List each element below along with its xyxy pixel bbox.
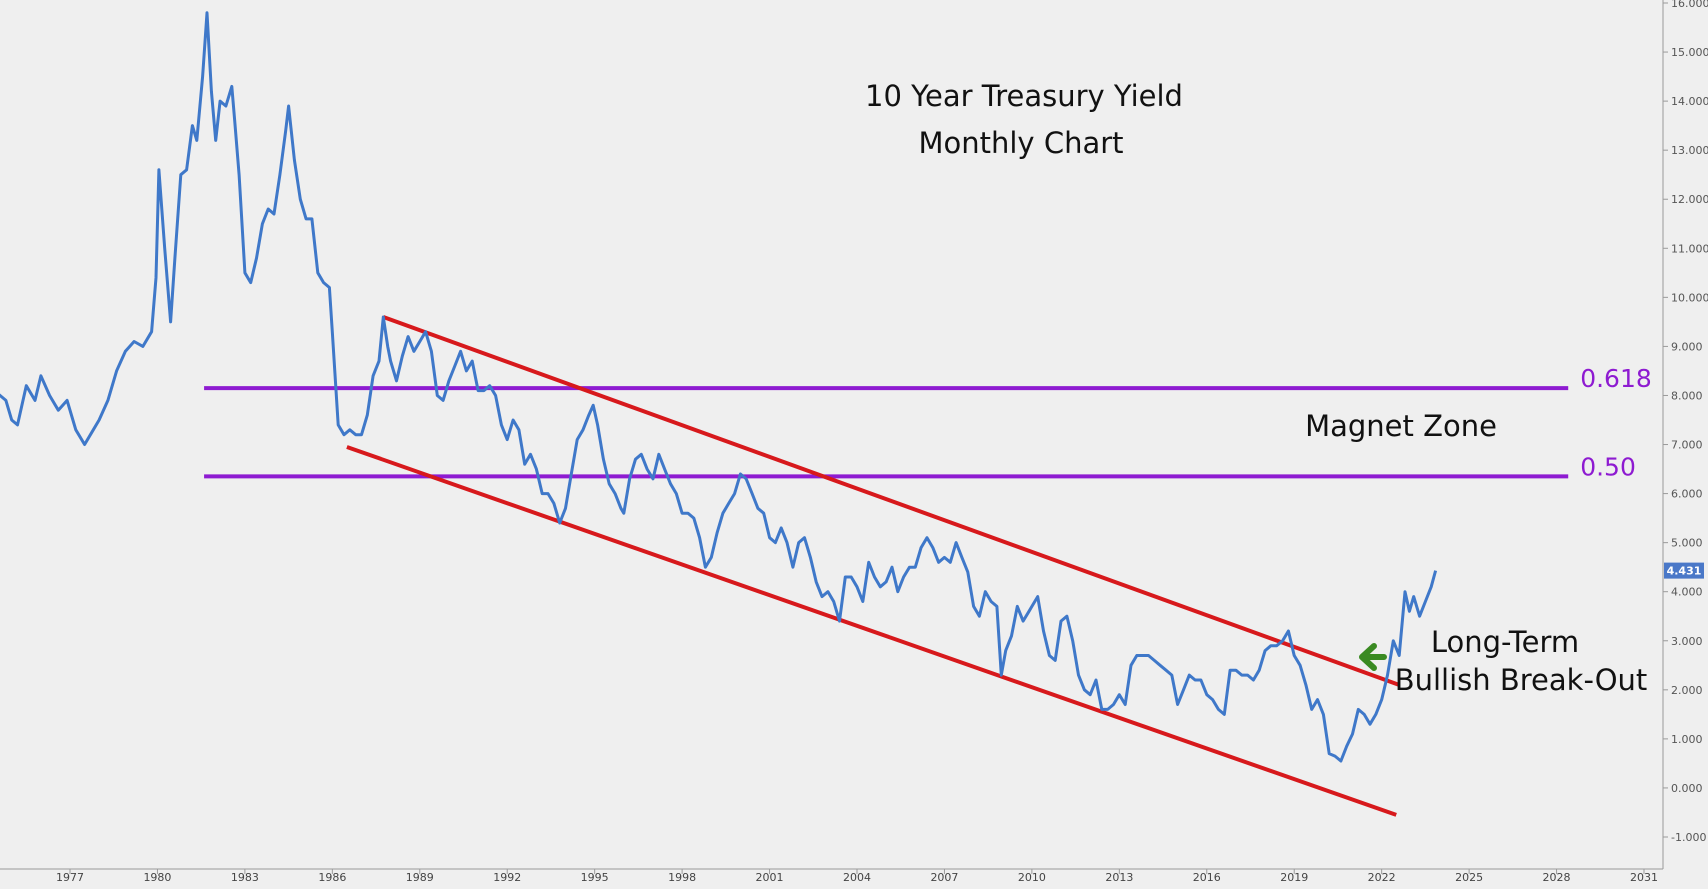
x-tick-label: 2004 [843, 871, 871, 884]
y-tick-label: 15.000 [1671, 46, 1708, 59]
y-tick-label: 1.000 [1671, 733, 1703, 746]
y-tick-label: 3.000 [1671, 635, 1703, 648]
channel-upper-line [382, 315, 1400, 687]
chart-subtitle: Monthly Chart [918, 126, 1123, 160]
fib-level-label: 0.618 [1580, 364, 1652, 393]
x-tick-label: 2016 [1193, 871, 1221, 884]
last-value-badge: 4.431 [1664, 562, 1704, 579]
x-tick-label: 1992 [493, 871, 521, 884]
breakout-label-line1: Long-Term [1431, 625, 1579, 659]
y-tick-label: 16.000 [1671, 0, 1708, 10]
y-tick-label: 5.000 [1671, 537, 1703, 550]
magnet-zone-label: Magnet Zone [1305, 409, 1497, 443]
x-tick-label: 2022 [1368, 871, 1396, 884]
fib-level-label: 0.50 [1580, 452, 1636, 481]
channel-lower-line [346, 445, 1397, 817]
badge-value: 4.431 [1667, 565, 1702, 578]
y-tick-label: 12.000 [1671, 193, 1708, 206]
x-tick-label: 2007 [930, 871, 958, 884]
y-tick-label: 8.000 [1671, 389, 1703, 402]
badge-background [1664, 562, 1704, 579]
y-tick-label: 14.000 [1671, 95, 1708, 108]
x-tick-label: 1995 [581, 871, 609, 884]
y-tick-label: 2.000 [1671, 684, 1703, 697]
x-tick-label: 1998 [668, 871, 696, 884]
x-tick-label: 1977 [56, 871, 84, 884]
chart-title: 10 Year Treasury Yield [865, 79, 1183, 113]
breakout-label-line2: Bullish Break-Out [1395, 663, 1648, 697]
x-tick-label: 2025 [1455, 871, 1483, 884]
y-tick-label: 11.000 [1671, 242, 1708, 255]
x-tick-label: 1989 [406, 871, 434, 884]
y-tick-label: -1.000 [1671, 831, 1706, 844]
y-tick-label: 4.000 [1671, 586, 1703, 599]
x-tick-label: 2001 [756, 871, 784, 884]
y-tick-label: 9.000 [1671, 340, 1703, 353]
breakout-arrow-icon [1359, 643, 1387, 671]
x-tick-label: 1983 [231, 871, 259, 884]
x-tick-label: 2031 [1630, 871, 1658, 884]
x-tick-label: 2010 [1018, 871, 1046, 884]
arrow-shape [1359, 643, 1387, 671]
x-tick-label: 1980 [143, 871, 171, 884]
y-tick-label: 10.000 [1671, 291, 1708, 304]
trend-channel [346, 315, 1400, 817]
y-tick-label: 6.000 [1671, 488, 1703, 501]
x-tick-label: 2019 [1280, 871, 1308, 884]
x-tick-label: 1986 [318, 871, 346, 884]
yield-series-line [0, 11, 1438, 763]
y-tick-label: 0.000 [1671, 782, 1703, 795]
x-tick-label: 2028 [1543, 871, 1571, 884]
y-tick-label: 7.000 [1671, 439, 1703, 452]
y-axis: -1.000 0.000 1.000 2.000 3.000 4.000 5.000 6.00… [1662, 0, 1708, 869]
x-tick-label: 2013 [1105, 871, 1133, 884]
x-axis: 1977 1980 1983 1986 1989 1992 1995 1998 2001 2004… [0, 868, 1663, 884]
y-tick-label: 13.000 [1671, 144, 1708, 157]
